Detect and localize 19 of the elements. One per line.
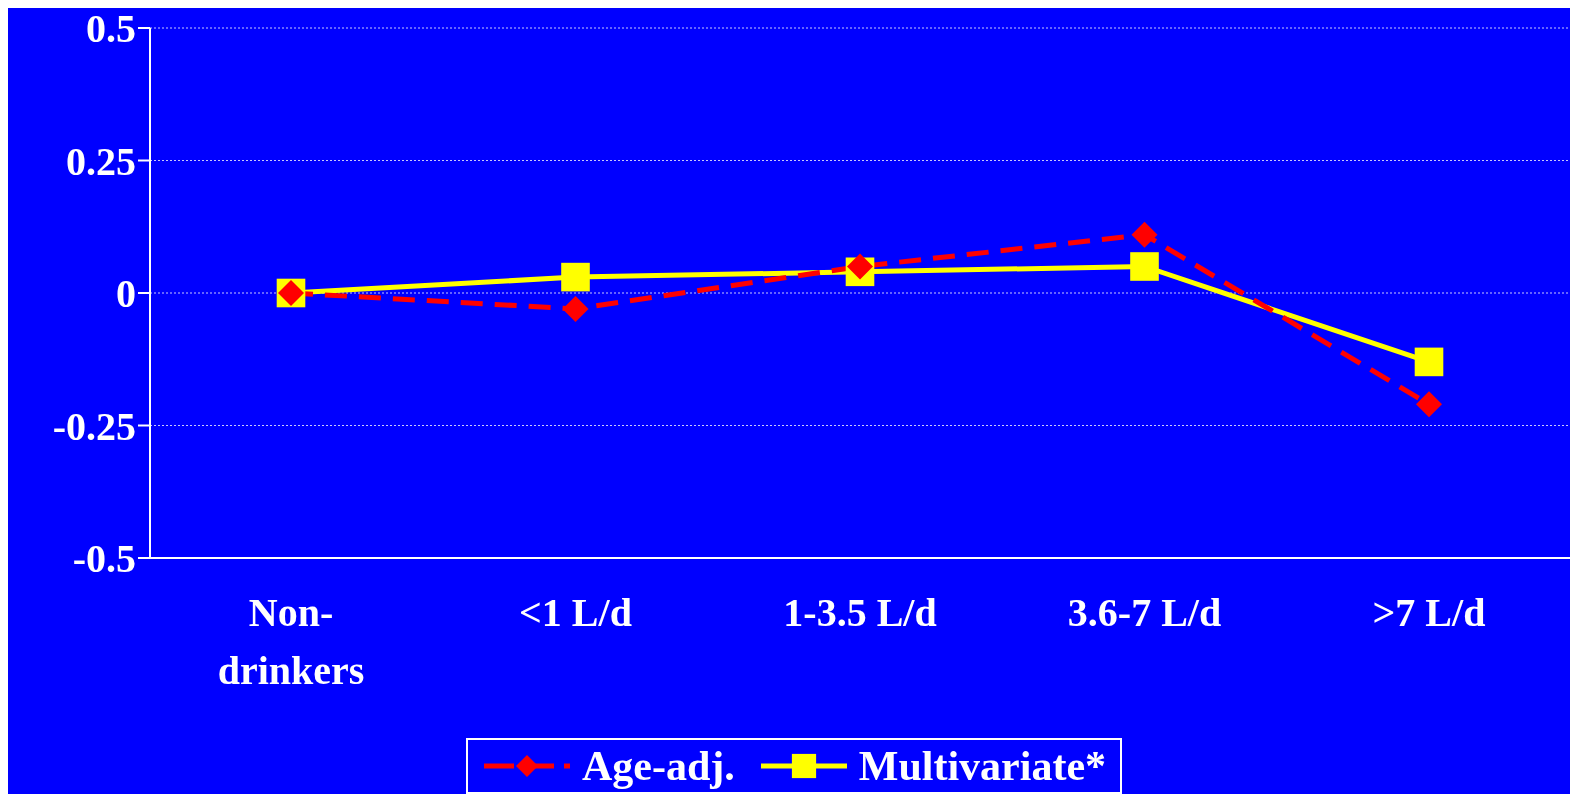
point	[1414, 347, 1444, 377]
legend-label: Multivariate*	[858, 742, 1107, 790]
point	[1130, 252, 1159, 281]
point	[847, 253, 873, 280]
y-tick-label: -0.25	[52, 403, 136, 449]
x-tick-label: 1-3.5 L/d	[783, 590, 937, 635]
x-tick-label: <1 L/d	[519, 590, 632, 635]
x-tick-label: Non-drinkers	[217, 590, 365, 693]
x-tick-label: >7 L/d	[1372, 590, 1486, 635]
y-tick-label: -0.5	[72, 536, 136, 582]
legend-label: Age-adj.	[581, 742, 735, 790]
y-tick-label: 0.5	[86, 6, 136, 52]
x-tick-label: 3.6-7 L/d	[1067, 590, 1222, 635]
y-tick-label: 0.25	[66, 138, 136, 184]
point	[561, 262, 590, 292]
point	[1416, 391, 1442, 418]
y-tick-label: 0	[116, 271, 136, 317]
point	[562, 295, 589, 322]
point	[1131, 221, 1158, 248]
